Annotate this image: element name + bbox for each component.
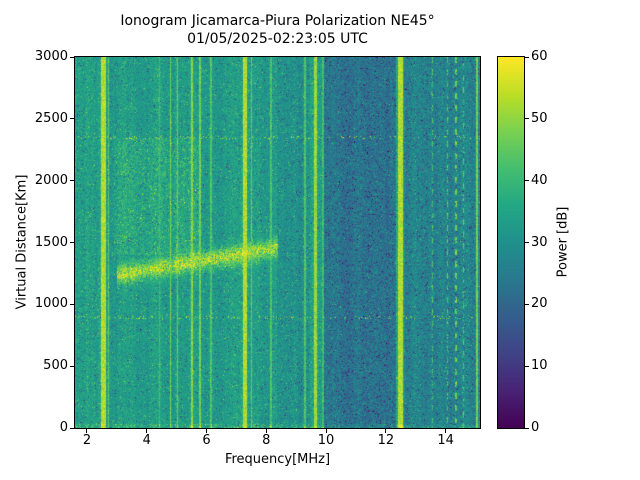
x-tick-mark (206, 429, 207, 433)
y-tick-mark (70, 303, 74, 305)
y-tick-label: 500 (43, 358, 68, 374)
x-tick-mark (445, 429, 447, 433)
y-tick-label: 0 (59, 420, 68, 435)
y-tick-label: 3000 (34, 49, 68, 64)
colorbar-tick-label: 40 (531, 172, 548, 188)
colorbar-tick-mark (525, 303, 529, 305)
colorbar-tick-mark (525, 118, 529, 120)
x-tick-label: 6 (202, 433, 211, 448)
y-tick-label: 1000 (34, 296, 68, 312)
y-tick-mark (70, 427, 74, 429)
x-tick-label: 12 (377, 433, 395, 448)
y-tick-label: 1500 (34, 234, 68, 250)
x-tick-mark (146, 429, 148, 433)
x-tick-label: 14 (437, 433, 454, 448)
x-tick-label: 8 (262, 433, 271, 448)
colorbar-label: Power [dB] (555, 206, 571, 278)
y-tick-label: 2000 (34, 172, 68, 188)
x-tick-mark (325, 429, 327, 433)
y-tick-mark (70, 56, 74, 58)
colorbar-tick-label: 20 (531, 296, 548, 312)
x-axis-label: Frequency[MHz] (224, 452, 331, 467)
colorbar (497, 56, 525, 429)
y-axis-label: Virtual Distance[Km] (14, 174, 30, 310)
colorbar-tick-label: 60 (531, 49, 548, 64)
x-tick-label: 4 (142, 433, 151, 448)
colorbar-tick-label: 50 (531, 110, 548, 126)
colorbar-tick-mark (525, 180, 529, 182)
colorbar-tick-mark (525, 427, 529, 429)
colorbar-tick-label: 30 (531, 234, 548, 250)
colorbar-tick-mark (525, 56, 529, 58)
colorbar-tick-mark (525, 365, 529, 367)
y-tick-label: 2500 (34, 110, 68, 126)
y-tick-mark (70, 180, 74, 182)
chart-subtitle: 01/05/2025-02:23:05 UTC (187, 31, 368, 47)
y-tick-mark (70, 118, 74, 120)
x-tick-mark (385, 429, 387, 433)
x-tick-label: 10 (317, 433, 335, 448)
y-tick-mark (70, 242, 74, 243)
y-tick-mark (70, 365, 74, 367)
ionogram-heatmap (74, 56, 481, 429)
x-tick-mark (265, 429, 267, 433)
colorbar-tick-mark (525, 242, 529, 243)
chart-title: Ionogram Jicamarca-Piura Polarization NE… (120, 13, 435, 29)
x-tick-label: 2 (82, 433, 92, 448)
x-tick-mark (86, 429, 88, 433)
colorbar-tick-label: 10 (531, 358, 548, 374)
colorbar-tick-label: 0 (531, 420, 540, 435)
